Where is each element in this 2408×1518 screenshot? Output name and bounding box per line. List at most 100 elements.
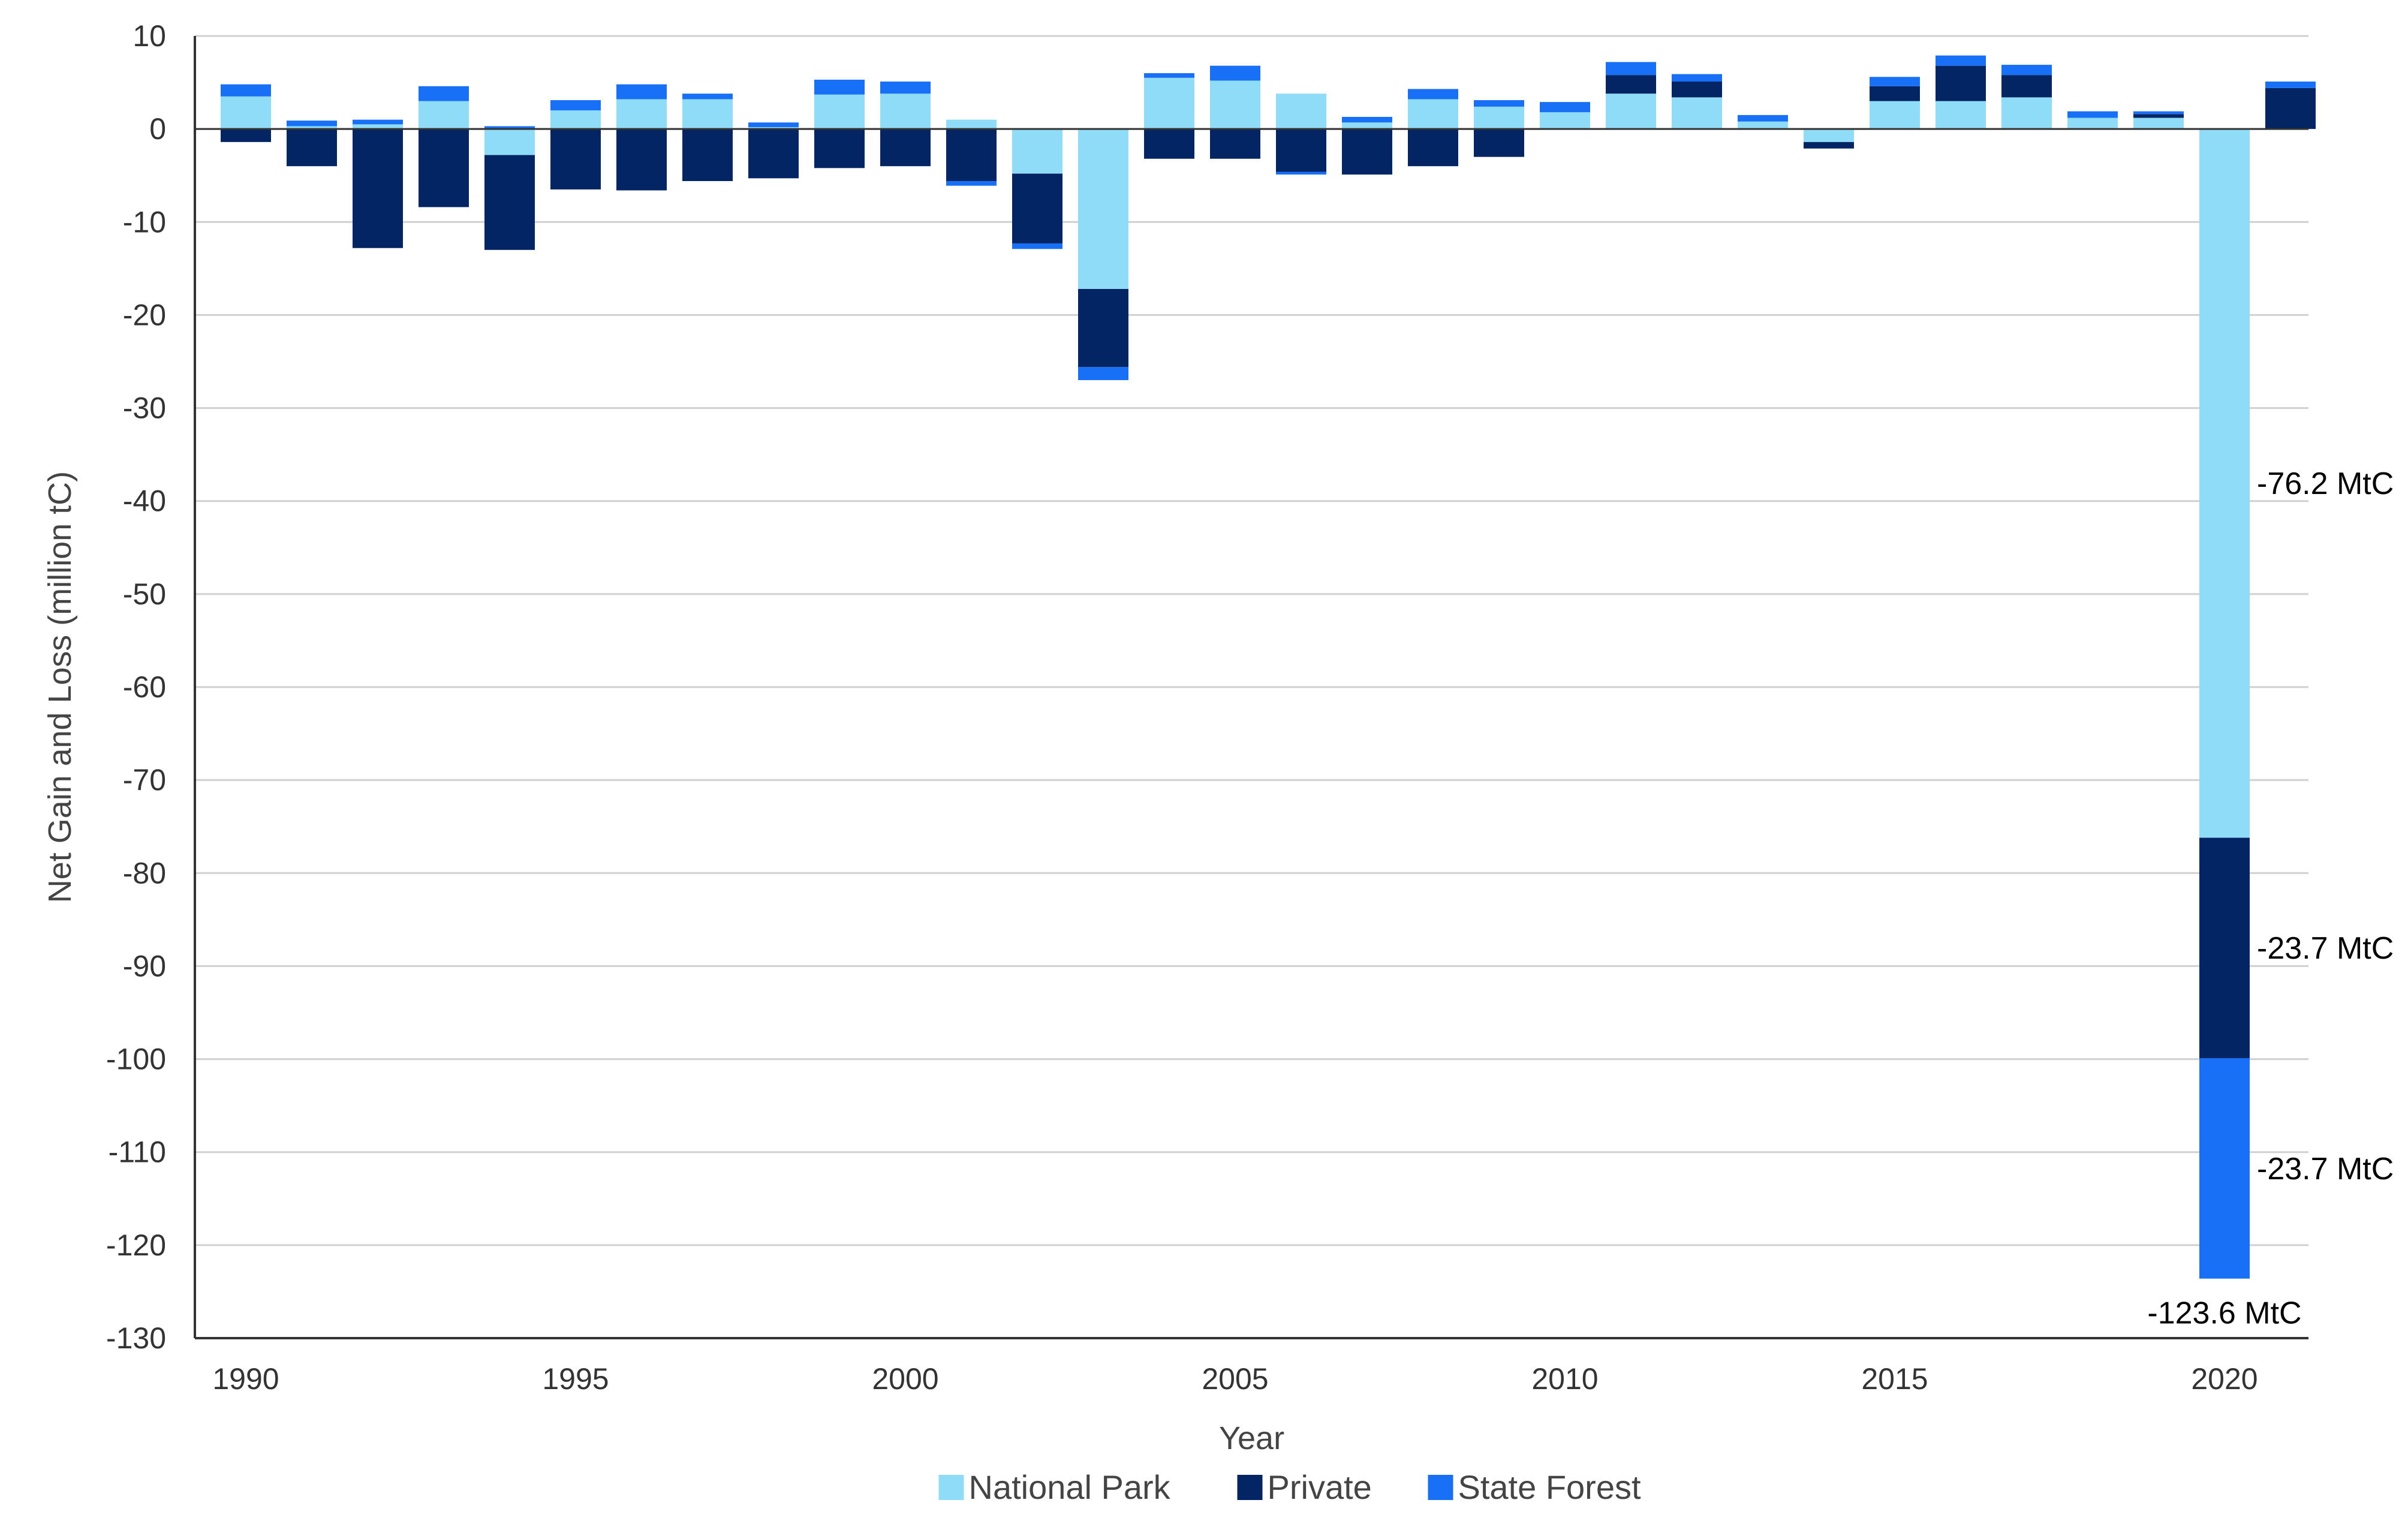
- bar-state-forest-2004: [1144, 73, 1194, 78]
- bar-private-2009: [1474, 129, 1524, 157]
- bar-state-forest-2007: [1342, 116, 1392, 123]
- bar-state-forest-2000: [880, 82, 931, 94]
- bar-private-2011: [1606, 75, 1656, 94]
- axes: [194, 36, 2308, 1339]
- bar-national-park-2013: [1738, 121, 1788, 129]
- y-tick-label: -60: [123, 670, 166, 704]
- bar-private-2002: [1012, 173, 1062, 243]
- x-tick-label: 2000: [872, 1362, 938, 1396]
- bar-national-park-1990: [221, 96, 271, 129]
- y-tick-label: -80: [123, 856, 166, 890]
- bar-private-2004: [1144, 129, 1194, 159]
- y-tick-label: -30: [123, 391, 166, 425]
- bar-state-forest-2016: [1936, 55, 1986, 66]
- bar-state-forest-1999: [814, 79, 865, 95]
- x-tick-label: 2020: [2191, 1362, 2258, 1396]
- bar-national-park-1997: [682, 99, 733, 129]
- x-tick-label: 1995: [542, 1362, 609, 1396]
- bar-state-forest-2005: [1210, 65, 1260, 81]
- bar-state-forest-1991: [287, 121, 337, 126]
- bar-state-forest-2021: [2265, 82, 2316, 88]
- y-tick-label: -110: [109, 1136, 166, 1169]
- y-tick-label: -70: [123, 763, 166, 797]
- bar-national-park-1999: [814, 94, 865, 129]
- bar-private-2006: [1276, 129, 1326, 172]
- bar-national-park-1991: [287, 126, 337, 129]
- bar-state-forest-2006: [1276, 171, 1326, 175]
- bars: [221, 55, 2316, 1279]
- bar-state-forest-2001: [946, 181, 997, 186]
- bar-national-park-2018: [2067, 118, 2118, 129]
- bar-national-park-2012: [1672, 97, 1722, 129]
- bar-private-1992: [353, 129, 403, 248]
- bar-state-forest-2008: [1408, 89, 1458, 100]
- bar-state-forest-2018: [2067, 111, 2118, 118]
- gridlines: [195, 35, 2308, 1246]
- bar-private-2005: [1210, 129, 1260, 159]
- bar-national-park-1996: [616, 99, 667, 129]
- bar-national-park-2008: [1408, 99, 1458, 129]
- bar-private-2000: [880, 129, 931, 167]
- y-axis-title: Net Gain and Loss (million tC): [42, 471, 78, 903]
- y-tick-label: -100: [106, 1043, 166, 1076]
- y-tick-label: -120: [106, 1228, 166, 1262]
- bar-private-2021: [2265, 88, 2316, 129]
- bar-state-forest-2012: [1672, 74, 1722, 82]
- bar-private-1991: [287, 129, 337, 167]
- bar-private-1999: [814, 129, 865, 168]
- bar-national-park-2001: [946, 119, 997, 129]
- bar-national-park-2019: [2133, 118, 2184, 129]
- bar-state-forest-2017: [2001, 65, 2052, 76]
- x-tick-label: 2010: [1531, 1362, 1598, 1396]
- bar-state-forest-1995: [550, 100, 601, 111]
- bar-state-forest-1993: [419, 86, 469, 101]
- y-tick-label: 10: [133, 19, 166, 53]
- bar-national-park-2011: [1606, 94, 1656, 129]
- bar-national-park-1994: [484, 129, 535, 155]
- bar-private-1998: [748, 129, 799, 179]
- bar-private-1994: [484, 155, 535, 250]
- bar-private-1997: [682, 129, 733, 182]
- bar-national-park-1998: [748, 127, 799, 129]
- bar-private-2008: [1408, 129, 1458, 167]
- y-tick-labels: 10 0 -10 -20 -30 -40 -50 -60 -70 -80 -90 -100 -110 -1…: [106, 19, 166, 1355]
- data-label: -123.6 MtC: [2147, 1296, 2301, 1331]
- bar-national-park-2002: [1012, 129, 1062, 174]
- data-label: -23.7 MtC: [2257, 1152, 2394, 1186]
- data-label: -23.7 MtC: [2257, 931, 2394, 966]
- y-tick-label: -10: [123, 205, 166, 239]
- bar-private-1996: [616, 129, 667, 191]
- legend-swatch-state-forest: [1428, 1475, 1453, 1500]
- bar-state-forest-2020: [2199, 1058, 2250, 1279]
- annotations: -76.2 MtC -23.7 MtC -23.7 MtC -123.6 MtC: [2147, 466, 2394, 1330]
- legend-swatch-national-park: [938, 1475, 964, 1500]
- x-tick-labels: 1990 1995 2000 2005 2010 2015 2020: [212, 1362, 2258, 1396]
- bar-private-2012: [1672, 82, 1722, 98]
- bar-state-forest-1996: [616, 84, 667, 100]
- bar-state-forest-2011: [1606, 62, 1656, 76]
- bar-national-park-2016: [1936, 101, 1986, 129]
- bar-national-park-2005: [1210, 80, 1260, 129]
- bar-national-park-1995: [550, 110, 601, 129]
- bar-state-forest-1998: [748, 122, 799, 128]
- bar-national-park-2020: [2199, 129, 2250, 838]
- bar-private-2007: [1342, 129, 1392, 175]
- bar-national-park-2004: [1144, 77, 1194, 129]
- bar-state-forest-2013: [1738, 115, 1788, 122]
- bar-state-forest-2015: [1870, 77, 1920, 86]
- bar-state-forest-2003: [1078, 367, 1128, 381]
- y-tick-label: -50: [123, 577, 166, 611]
- bar-state-forest-2009: [1474, 100, 1524, 107]
- y-tick-label: -130: [106, 1321, 166, 1355]
- bar-state-forest-2019: [2133, 111, 2184, 115]
- bar-state-forest-1994: [484, 126, 535, 129]
- bar-private-1993: [419, 129, 469, 207]
- bar-national-park-1992: [353, 124, 403, 129]
- bar-national-park-2014: [1804, 129, 1854, 142]
- legend-label-national-park: National Park: [969, 1468, 1171, 1506]
- bar-state-forest-1990: [221, 84, 271, 97]
- bar-private-2003: [1078, 288, 1128, 368]
- x-tick-label: 1990: [212, 1362, 279, 1396]
